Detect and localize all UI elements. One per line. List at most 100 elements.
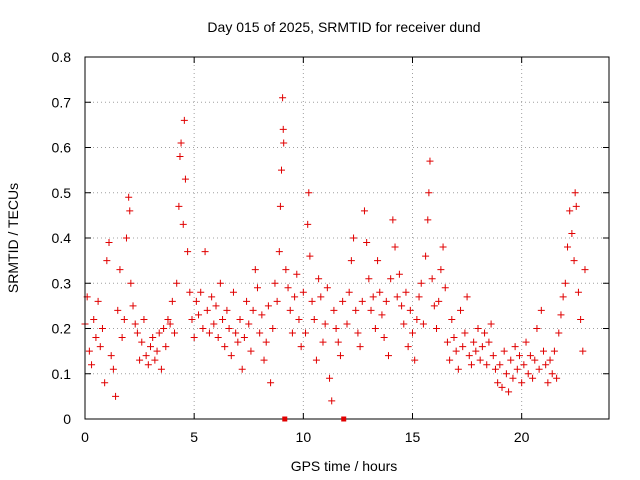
- y-tick-label: 0.2: [52, 321, 72, 337]
- data-point: [533, 325, 541, 332]
- data-point: [496, 361, 504, 369]
- data-point: [572, 202, 580, 210]
- data-point: [225, 325, 233, 332]
- data-point: [564, 243, 572, 251]
- data-point: [164, 315, 172, 323]
- data-point: [151, 356, 159, 364]
- data-point: [312, 356, 320, 364]
- data-point: [144, 361, 152, 369]
- data-point: [387, 275, 395, 283]
- y-tick-label: 0.4: [52, 230, 72, 246]
- data-point: [425, 189, 433, 197]
- data-point: [177, 139, 185, 147]
- data-point: [116, 266, 124, 274]
- data-point: [295, 315, 303, 323]
- data-point: [269, 325, 277, 332]
- data-point: [219, 315, 227, 323]
- data-point: [478, 343, 486, 351]
- data-point: [306, 252, 314, 260]
- data-point: [334, 338, 342, 346]
- points: [81, 94, 589, 405]
- data-point: [238, 365, 246, 373]
- data-point: [157, 365, 165, 373]
- data-point: [354, 329, 362, 337]
- data-point: [367, 306, 375, 314]
- data-point: [88, 361, 96, 369]
- data-point: [489, 352, 497, 360]
- data-point: [450, 334, 458, 342]
- gap-marker: [341, 416, 347, 422]
- data-point: [168, 297, 176, 305]
- data-point: [90, 315, 98, 323]
- data-point: [236, 315, 244, 323]
- data-point: [149, 334, 157, 342]
- data-point: [415, 293, 423, 301]
- data-point: [310, 315, 318, 323]
- data-point: [210, 320, 218, 328]
- data-point: [382, 297, 390, 305]
- data-point: [85, 347, 93, 355]
- data-point: [127, 279, 135, 287]
- data-point: [304, 220, 312, 228]
- data-point: [262, 338, 270, 346]
- gap-marker: [282, 416, 288, 422]
- data-point: [406, 306, 414, 314]
- x-tick-label: 5: [190, 429, 198, 445]
- data-point: [184, 248, 192, 256]
- data-point: [138, 338, 146, 346]
- data-point: [577, 315, 585, 323]
- data-point: [419, 320, 427, 328]
- data-point: [520, 361, 528, 369]
- data-point: [180, 116, 188, 124]
- data-point: [428, 275, 436, 283]
- data-point: [125, 193, 133, 201]
- data-point: [112, 392, 120, 400]
- data-point: [494, 379, 502, 387]
- data-point: [147, 343, 154, 351]
- data-point: [197, 288, 205, 296]
- data-point: [513, 365, 521, 373]
- data-point: [509, 374, 517, 382]
- data-point: [507, 356, 515, 364]
- data-point: [542, 361, 550, 369]
- data-point: [524, 370, 532, 378]
- data-point: [284, 284, 292, 292]
- data-point: [561, 279, 569, 287]
- data-point: [374, 257, 382, 265]
- data-point: [223, 306, 231, 314]
- data-point: [186, 288, 194, 296]
- data-point: [276, 202, 284, 210]
- data-point: [205, 329, 213, 337]
- data-point: [264, 302, 272, 310]
- data-point: [505, 388, 513, 396]
- data-point: [371, 325, 379, 332]
- data-point: [171, 329, 179, 337]
- data-point: [245, 320, 253, 328]
- data-point: [540, 347, 547, 355]
- data-point: [315, 275, 323, 283]
- data-point: [221, 343, 229, 351]
- data-point: [131, 320, 139, 328]
- y-tick-label: 0.5: [52, 185, 72, 201]
- y-tick-label: 0.1: [52, 366, 72, 382]
- data-point: [195, 311, 203, 319]
- data-point: [487, 320, 495, 328]
- data-point: [297, 343, 305, 351]
- data-point: [579, 347, 587, 355]
- data-point: [155, 329, 163, 337]
- data-point: [363, 239, 371, 247]
- data-point: [459, 343, 467, 351]
- data-point: [465, 352, 473, 360]
- data-point: [173, 279, 181, 287]
- data-point: [308, 297, 316, 305]
- data-point: [574, 288, 582, 296]
- y-tick-label: 0.3: [52, 275, 72, 291]
- data-point: [430, 302, 438, 310]
- data-point: [279, 125, 287, 133]
- data-point: [129, 302, 137, 310]
- data-point: [389, 216, 397, 224]
- data-point: [498, 383, 506, 391]
- data-point: [253, 284, 261, 292]
- data-point: [339, 297, 347, 305]
